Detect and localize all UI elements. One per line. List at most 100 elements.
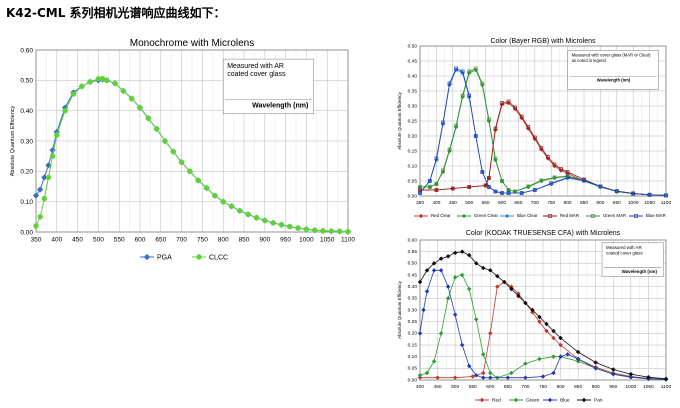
data-point	[170, 148, 176, 155]
data-point	[470, 374, 476, 379]
y-axis-label: Absolute Quantum Efficiency	[397, 91, 402, 149]
data-point	[454, 123, 458, 128]
x-tick-label: 400	[416, 384, 424, 390]
data-point	[544, 328, 549, 334]
y-tick-label: 0.30	[408, 103, 418, 109]
data-point	[417, 372, 423, 378]
x-tick-label: 750	[197, 237, 208, 244]
data-point	[548, 214, 552, 218]
data-point	[509, 286, 514, 292]
data-point	[36, 186, 44, 193]
x-tick-label: 500	[93, 237, 104, 244]
data-point	[49, 146, 56, 154]
data-point	[487, 176, 491, 180]
legend-label: Red Clear	[431, 213, 451, 218]
legend-label: PGA	[157, 255, 172, 262]
data-point	[610, 371, 616, 377]
series-line	[419, 67, 667, 196]
data-point	[663, 376, 669, 382]
legend-item: Blue	[543, 397, 570, 403]
data-point	[516, 293, 521, 299]
data-point	[424, 288, 430, 294]
data-point	[537, 319, 542, 325]
data-point	[487, 117, 491, 122]
y-tick-label: 0.40	[20, 108, 33, 115]
data-point	[460, 69, 465, 74]
data-point	[104, 77, 110, 84]
x-tick-label: 800	[564, 200, 572, 206]
x-tick-label: 700	[531, 200, 539, 206]
data-point	[480, 265, 486, 271]
chart-title: Color (KODAK TRUESENSE CFA) with Microle…	[466, 230, 621, 237]
data-point	[460, 93, 465, 98]
data-point	[427, 179, 432, 183]
data-point	[480, 81, 485, 86]
x-tick-label: 900	[592, 384, 600, 390]
legend-label: Blue Clear	[517, 213, 538, 218]
y-tick-label: 0.30	[20, 138, 33, 145]
data-point	[70, 91, 77, 97]
data-point	[523, 361, 528, 367]
data-point	[505, 375, 511, 381]
data-point	[435, 375, 440, 381]
data-point	[466, 286, 472, 292]
wavelength-label: Wavelength (nm)	[622, 269, 658, 274]
data-point	[421, 307, 426, 313]
data-point	[513, 397, 519, 403]
data-point	[487, 375, 493, 381]
data-point	[438, 330, 444, 336]
annotation-box	[567, 50, 659, 90]
data-point	[575, 356, 581, 362]
data-point	[303, 226, 310, 232]
data-point	[551, 354, 556, 360]
data-point	[424, 267, 430, 273]
wavelength-label: Wavelength (nm)	[597, 77, 631, 82]
data-point	[203, 185, 210, 191]
data-point	[493, 189, 498, 194]
series-clcc	[33, 75, 351, 235]
y-axis-label: Absolute Quantum Efficiency	[397, 280, 402, 338]
data-point	[41, 195, 48, 202]
data-point	[479, 397, 485, 403]
data-point	[530, 307, 535, 313]
series-pan	[417, 249, 669, 382]
data-point	[87, 79, 93, 85]
data-point	[473, 316, 479, 322]
legend-label: Red MAR	[560, 213, 579, 218]
data-point	[466, 252, 472, 258]
data-point	[558, 342, 563, 348]
data-point	[610, 367, 616, 372]
y-tick-label: 0.05	[408, 178, 418, 184]
data-point	[445, 295, 451, 301]
data-point	[441, 120, 445, 125]
data-point	[552, 162, 557, 167]
data-point	[467, 185, 472, 189]
data-point	[506, 99, 511, 104]
data-point	[228, 203, 235, 209]
series-blue	[417, 267, 669, 382]
data-point	[513, 105, 517, 110]
data-point	[500, 179, 504, 183]
data-point	[431, 358, 437, 364]
x-tick-label: 500	[451, 384, 459, 390]
y-tick-label: 0.00	[408, 377, 418, 383]
x-tick-label: 950	[280, 237, 291, 244]
annotation-box	[222, 58, 314, 114]
data-point	[487, 370, 493, 376]
data-point	[336, 228, 343, 235]
legend-item: CLCC	[192, 254, 228, 262]
data-point	[552, 175, 557, 180]
data-point	[452, 250, 458, 256]
data-point	[593, 360, 599, 365]
legend-item: PGA	[140, 253, 172, 262]
data-point	[558, 335, 563, 341]
annotation-text: Measured with cover glass (MAR or Clear)	[572, 53, 651, 58]
x-tick-label: 400	[51, 237, 62, 244]
x-tick-label: 1050	[320, 237, 335, 244]
data-point	[539, 178, 544, 183]
legend-label: Red	[492, 397, 501, 403]
data-point	[270, 220, 276, 226]
x-tick-label: 550	[114, 237, 125, 244]
data-point	[581, 397, 587, 403]
legend-item: Red Clear	[414, 213, 451, 219]
